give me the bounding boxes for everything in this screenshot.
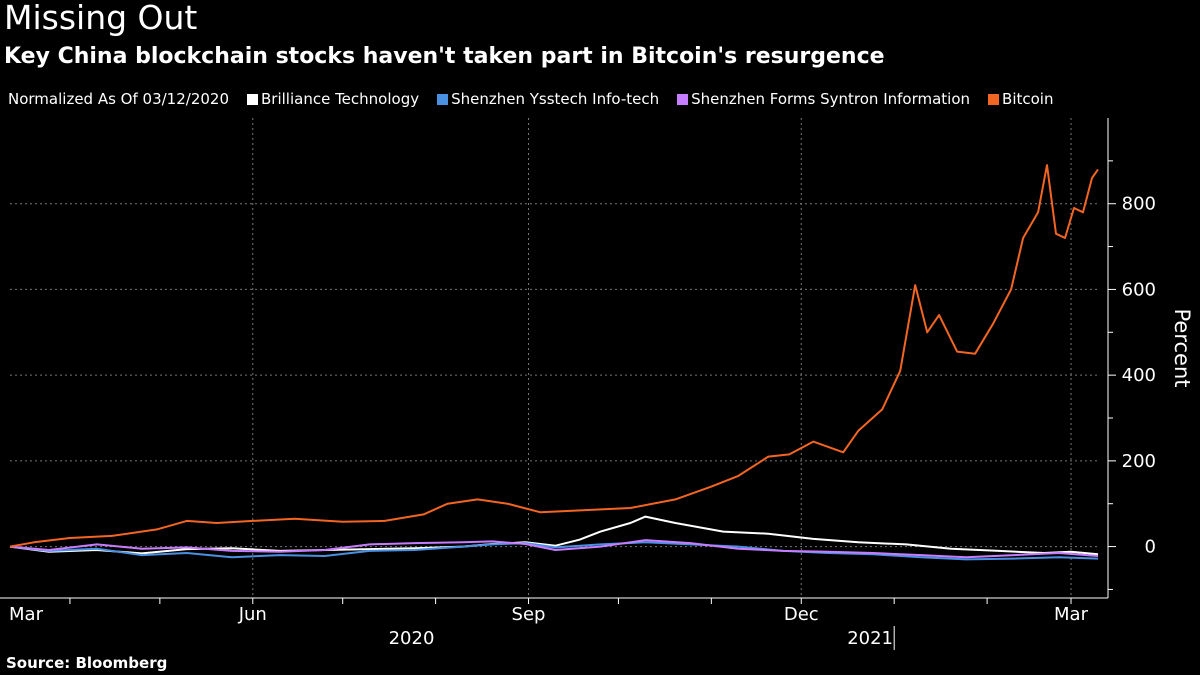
- series-line-0: [9, 515, 1099, 556]
- legend-label-brilliance: Brilliance Technology: [261, 90, 420, 108]
- chart-title: Missing Out: [4, 0, 198, 37]
- legend-item-forms-syntron: Shenzhen Forms Syntron Information: [677, 90, 970, 108]
- y-tick-label: 0: [1145, 537, 1156, 558]
- legend-note: Normalized As Of 03/12/2020: [8, 90, 229, 108]
- x-tick-label: Jun: [238, 604, 267, 625]
- legend-item-bitcoin: Bitcoin: [988, 90, 1053, 108]
- y-tick-label: 200: [1122, 451, 1156, 472]
- legend-item-brilliance: Brilliance Technology: [247, 90, 419, 108]
- source-note: Source: Bloomberg: [6, 654, 168, 672]
- x-tick-label: Sep: [512, 604, 546, 625]
- series-line-1: [9, 541, 1099, 561]
- legend: Normalized As Of 03/12/2020 Brilliance T…: [8, 90, 1053, 108]
- legend-item-ysstech: Shenzhen Ysstech Info-tech: [437, 90, 659, 108]
- legend-swatch-bitcoin: [988, 93, 1000, 105]
- legend-swatch-forms-syntron: [677, 93, 689, 105]
- y-tick-label: 400: [1122, 365, 1156, 386]
- y-tick-label: 600: [1122, 279, 1156, 300]
- legend-swatch-ysstech: [437, 93, 449, 105]
- y-tick-label: 800: [1122, 194, 1156, 215]
- year-label: 2021: [847, 628, 893, 649]
- legend-label-ysstech: Shenzhen Ysstech Info-tech: [451, 90, 660, 108]
- series-line-3: [9, 164, 1099, 548]
- chart-subtitle: Key China blockchain stocks haven't take…: [4, 44, 885, 69]
- series-line-2: [9, 539, 1099, 559]
- year-label: 2020: [389, 628, 435, 649]
- legend-swatch-brilliance: [247, 93, 258, 105]
- x-tick-label: Dec: [784, 604, 819, 625]
- legend-label-bitcoin: Bitcoin: [1002, 90, 1054, 108]
- x-tick-label: Mar: [1054, 604, 1089, 625]
- y-axis-label: Percent: [1170, 308, 1194, 387]
- legend-label-forms-syntron: Shenzhen Forms Syntron Information: [691, 90, 971, 108]
- x-tick-label: Mar: [9, 604, 44, 625]
